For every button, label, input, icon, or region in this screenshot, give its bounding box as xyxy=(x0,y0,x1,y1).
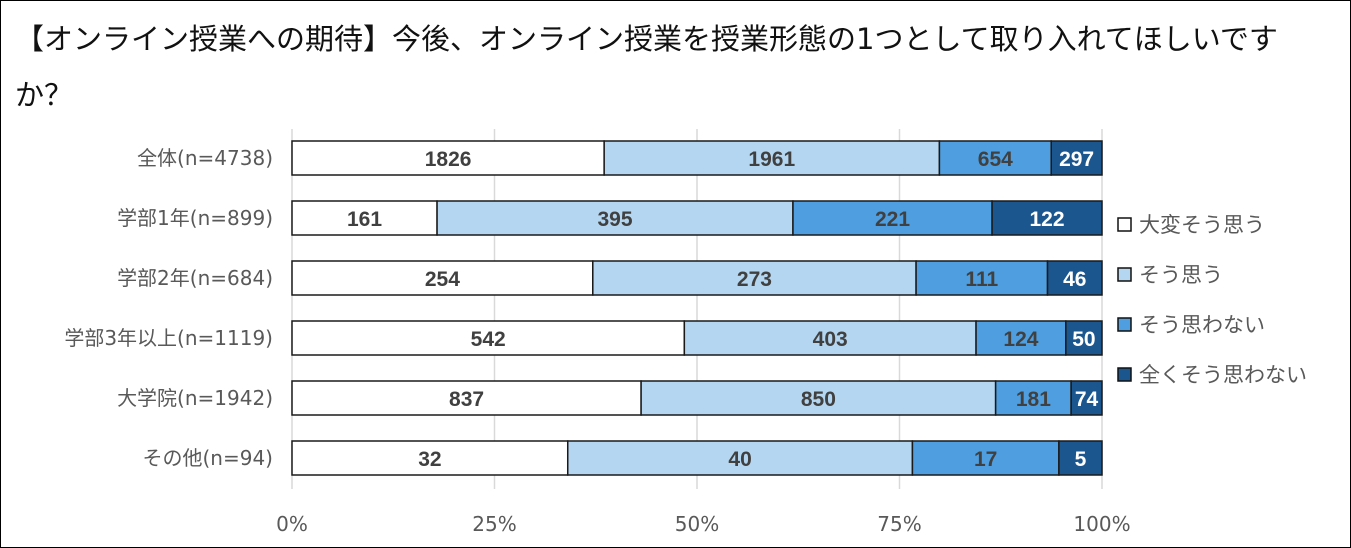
legend-label: 全くそう思わない xyxy=(1139,363,1307,387)
bar-segment xyxy=(1050,140,1103,176)
data-label: 46 xyxy=(1063,268,1086,291)
bar-segment xyxy=(566,440,914,476)
bar-segment xyxy=(291,320,686,356)
data-label: 403 xyxy=(813,328,848,351)
data-label: 654 xyxy=(978,148,1013,171)
data-label: 50 xyxy=(1072,328,1095,351)
data-label: 122 xyxy=(1030,208,1065,231)
bar-segment xyxy=(291,140,605,176)
bar-segment xyxy=(1070,380,1103,416)
category-label: 全体(n=4738) xyxy=(137,146,273,170)
data-label: 850 xyxy=(801,388,836,411)
data-label: 124 xyxy=(1003,328,1038,351)
legend-swatch xyxy=(1117,267,1132,282)
bar-segment xyxy=(291,260,594,296)
data-label: 273 xyxy=(737,268,772,291)
data-label: 1961 xyxy=(748,148,795,171)
data-label: 221 xyxy=(875,208,910,231)
data-label: 5 xyxy=(1075,448,1087,471)
bar-segment xyxy=(592,260,917,296)
x-tick-label: 25% xyxy=(472,512,516,536)
category-label: 学部1年(n=899) xyxy=(117,206,273,230)
data-label: 395 xyxy=(597,208,632,231)
data-label: 17 xyxy=(974,448,997,471)
bar-segment xyxy=(640,380,997,416)
category-label: 学部3年以上(n=1119) xyxy=(64,326,273,350)
bar-segment xyxy=(291,440,569,476)
bar-segment xyxy=(1046,260,1103,296)
bar-segment xyxy=(792,200,993,236)
data-label: 40 xyxy=(728,448,751,471)
data-label: 1826 xyxy=(425,148,472,171)
category-label: 大学院(n=1942) xyxy=(117,386,273,410)
bar-segment xyxy=(1058,440,1103,476)
data-label: 837 xyxy=(449,388,484,411)
bar-segment xyxy=(975,320,1067,356)
bar-segment xyxy=(991,200,1103,236)
x-tick-label: 0% xyxy=(276,512,308,536)
x-tick-label: 100% xyxy=(1073,512,1130,536)
legend-swatch xyxy=(1117,367,1132,382)
category-label: その他(n=94) xyxy=(143,446,274,470)
chart-title: 【オンライン授業への期待】今後、オンライン授業を授業形態の1つとして取り入れてほ… xyxy=(15,22,1278,112)
bar-segment xyxy=(994,380,1072,416)
category-label: 学部2年(n=684) xyxy=(117,266,273,290)
data-label: 254 xyxy=(425,268,460,291)
bar-segment xyxy=(1065,320,1103,356)
legend-label: 大変そう思う xyxy=(1139,213,1265,237)
data-label: 74 xyxy=(1075,388,1099,411)
bar-segment xyxy=(915,260,1049,296)
x-tick-label: 50% xyxy=(675,512,719,536)
legend-label: そう思う xyxy=(1139,263,1223,287)
data-label: 111 xyxy=(965,268,998,291)
bar-segment xyxy=(436,200,794,236)
bar-segment xyxy=(603,140,941,176)
bar-segment xyxy=(683,320,977,356)
bar-segment xyxy=(911,440,1060,476)
bar-segment xyxy=(291,200,438,236)
data-label: 181 xyxy=(1016,388,1051,411)
legend-label: そう思わない xyxy=(1139,313,1265,337)
data-label: 32 xyxy=(418,448,441,471)
x-tick-label: 75% xyxy=(877,512,921,536)
data-label: 161 xyxy=(347,208,382,231)
data-label: 542 xyxy=(471,328,506,351)
legend-swatch xyxy=(1117,217,1132,232)
data-label: 297 xyxy=(1059,148,1094,171)
bar-segment xyxy=(291,380,642,416)
legend-swatch xyxy=(1117,317,1132,332)
